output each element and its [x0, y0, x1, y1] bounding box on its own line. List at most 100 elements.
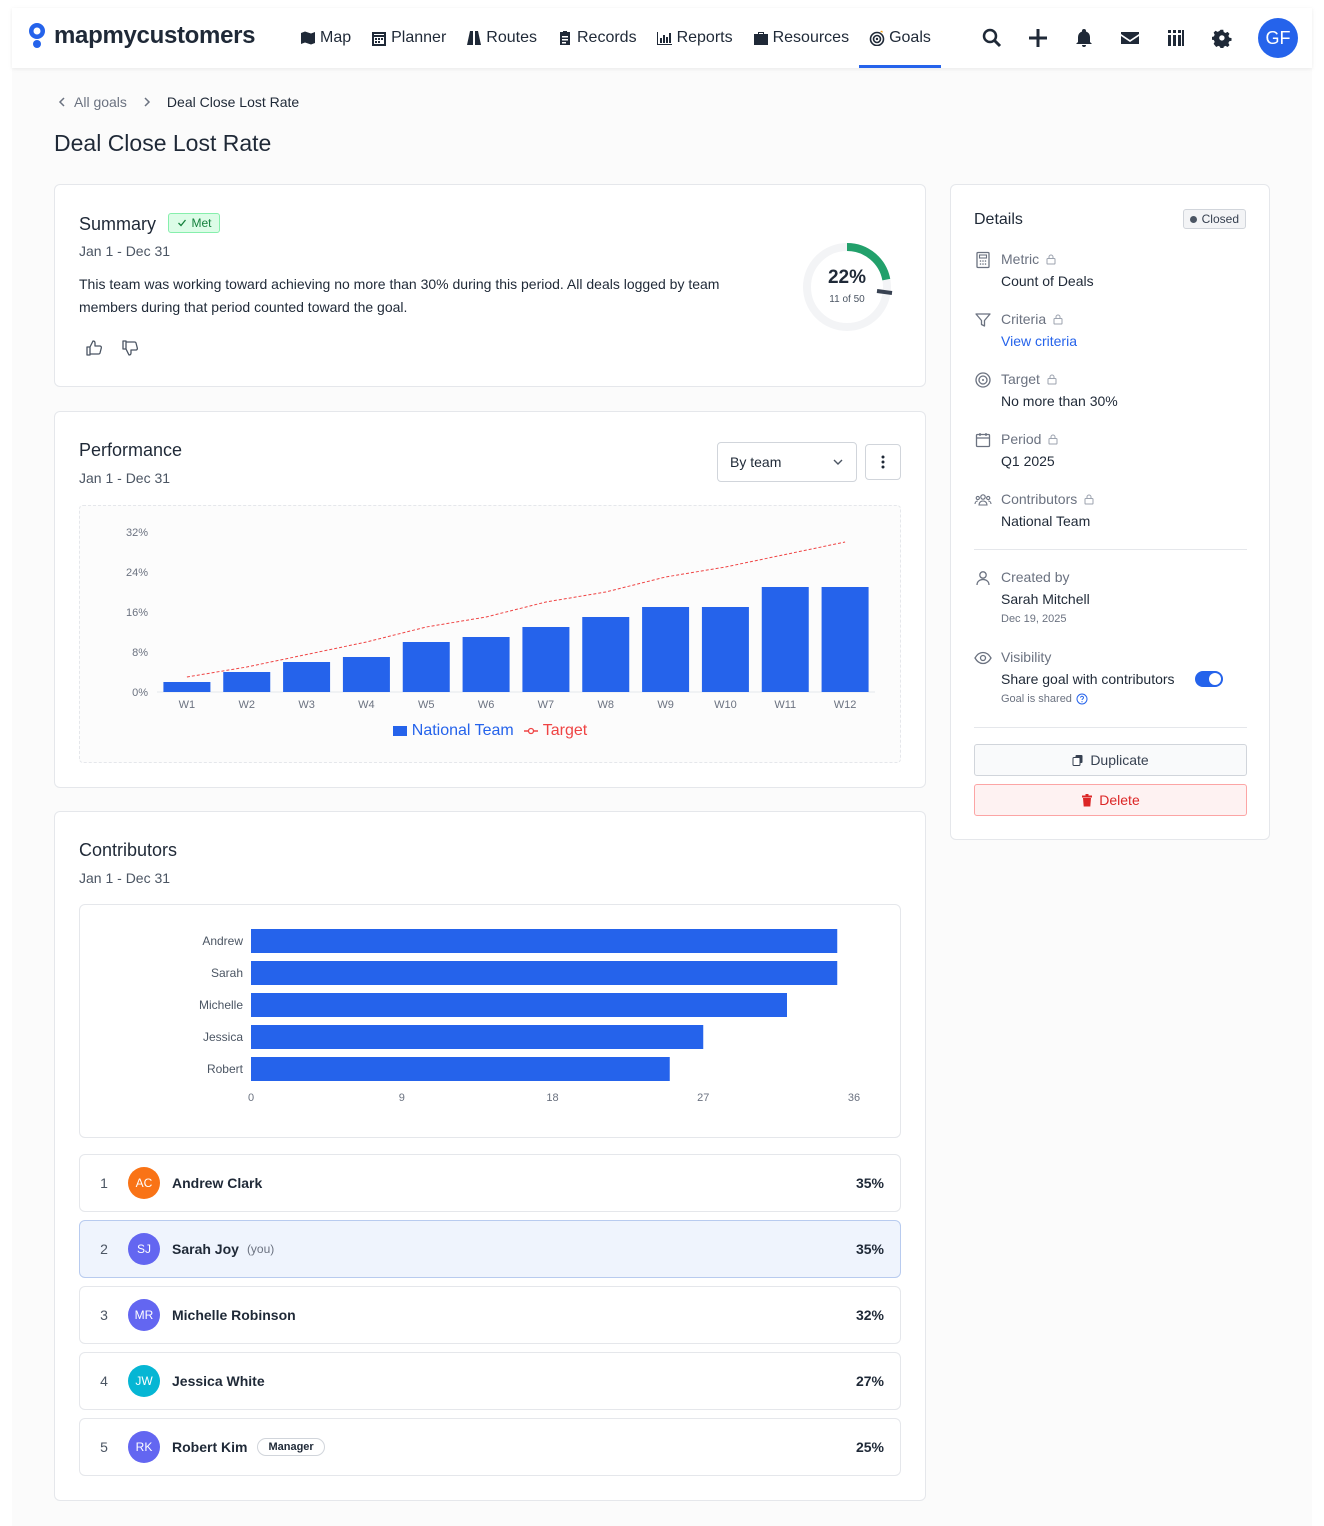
created-date: Dec 19, 2025 [1001, 613, 1067, 625]
contributor-bar-andrew[interactable] [251, 929, 838, 953]
group-by-value: By team [730, 454, 782, 470]
legend-national-team[interactable]: National Team [392, 722, 514, 740]
created-by-label: Created by [1001, 569, 1070, 585]
bar-W9[interactable] [642, 607, 690, 692]
contributor-name: Robert Kim [172, 1439, 248, 1455]
target-icon [869, 30, 885, 46]
bar-W7[interactable] [522, 627, 570, 692]
duplicate-label: Duplicate [1090, 752, 1149, 768]
nav-routes[interactable]: Routes [456, 8, 547, 68]
bar-W1[interactable] [163, 682, 211, 692]
bar-W2[interactable] [223, 672, 271, 692]
bar-W12[interactable] [821, 587, 869, 692]
nav-goals-label: Goals [889, 29, 931, 46]
detail-metric-value: Count of Deals [1001, 273, 1094, 289]
contributor-percent: 35% [855, 1175, 884, 1191]
help-icon[interactable] [1076, 693, 1088, 705]
y-tick-label: 8% [132, 647, 148, 659]
gear-icon[interactable] [1212, 28, 1232, 48]
nav-planner-label: Planner [391, 29, 447, 46]
nav-map-label: Map [320, 29, 352, 46]
bar-W6[interactable] [462, 637, 510, 692]
x-tick-label: W6 [478, 699, 495, 711]
contributor-row-1[interactable]: 1 AC Andrew Clark 35% [79, 1154, 901, 1212]
bar-W5[interactable] [402, 642, 450, 692]
detail-target-value: No more than 30% [1001, 393, 1118, 409]
contributor-name: Sarah Joy [172, 1241, 239, 1257]
x-tick-label: W12 [834, 699, 857, 711]
bar-W4[interactable] [342, 657, 390, 692]
thumbs-down-icon[interactable] [121, 339, 139, 357]
detail-contributors-label: Contributors [1001, 491, 1095, 507]
bar-W11[interactable] [761, 587, 809, 692]
contributor-bar-jessica[interactable] [251, 1025, 704, 1049]
search-icon[interactable] [982, 28, 1002, 48]
x-tick-label: W8 [598, 699, 615, 711]
check-icon [178, 219, 187, 227]
contributor-avatar: RK [128, 1431, 160, 1463]
x-tick-label: W5 [418, 699, 435, 711]
contributor-percent: 35% [855, 1241, 884, 1257]
page-title: Deal Close Lost Rate [54, 130, 272, 156]
contributor-bar-sarah[interactable] [251, 961, 838, 985]
nav-reports[interactable]: Reports [647, 8, 743, 68]
breadcrumb-all-goals[interactable]: All goals [74, 94, 127, 110]
plus-icon[interactable] [1028, 28, 1048, 48]
nav-planner[interactable]: Planner [361, 8, 456, 68]
contributor-avatar: JW [128, 1365, 160, 1397]
brand-name: mapmycustomers [54, 22, 256, 49]
bar-W8[interactable] [582, 617, 630, 692]
bell-icon[interactable] [1074, 28, 1094, 48]
nav-map[interactable]: Map [290, 8, 361, 68]
delete-button[interactable]: Delete [974, 784, 1247, 816]
chevron-right-icon [144, 97, 150, 107]
contributor-row-5[interactable]: 5 RK Robert Kim Manager 25% [79, 1418, 901, 1476]
detail-period-label: Period [1001, 431, 1059, 447]
grid-icon[interactable] [1166, 28, 1186, 48]
contributor-avatar: AC [128, 1167, 160, 1199]
legend-target[interactable]: Target [523, 722, 587, 740]
share-goal-toggle[interactable] [1195, 671, 1223, 687]
contributor-rank: 5 [100, 1439, 108, 1455]
y-tick-label: Michelle [199, 998, 243, 1012]
calendar-icon [372, 32, 387, 46]
y-tick-label: Robert [207, 1062, 244, 1076]
detail-target-label: Target [1001, 371, 1058, 387]
view-criteria-link[interactable]: View criteria [1001, 333, 1077, 349]
bar-W3[interactable] [283, 662, 331, 692]
group-by-select[interactable]: By team [717, 442, 857, 482]
legend-line-swatch [523, 727, 538, 735]
brand-logo[interactable]: mapmycustomers [26, 22, 256, 50]
nav-goals[interactable]: Goals [859, 8, 941, 68]
duplicate-button[interactable]: Duplicate [974, 744, 1247, 776]
summary-description: This team was working toward achieving n… [79, 276, 720, 315]
contributor-bar-robert[interactable] [251, 1057, 670, 1081]
x-tick-label: W4 [358, 699, 375, 711]
contributor-row-4[interactable]: 4 JW Jessica White 27% [79, 1352, 901, 1410]
y-tick-label: 16% [126, 607, 148, 619]
summary-title: Summary [79, 214, 157, 234]
top-navigation: mapmycustomers Map Planner Routes Record… [12, 8, 1312, 68]
contributor-row-3[interactable]: 3 MR Michelle Robinson 32% [79, 1286, 901, 1344]
thumbs-up-icon[interactable] [85, 339, 103, 357]
contributor-row-2[interactable]: 2 SJ Sarah Joy (you) 35% [79, 1220, 901, 1278]
contributors-chart: Andrew Sarah Michelle Jessica Robert 0 9 18 27 36 [79, 904, 901, 1138]
x-tick-label: W9 [657, 699, 674, 711]
nav-records[interactable]: Records [547, 8, 647, 68]
y-tick-label: 32% [126, 527, 148, 539]
status-dot [1189, 215, 1197, 223]
user-avatar[interactable]: GF [1258, 18, 1298, 58]
contributor-avatar: SJ [128, 1233, 160, 1265]
calculator-icon [976, 251, 990, 269]
bar-W10[interactable] [701, 607, 749, 692]
details-card: Details Closed Metric Count of Deals Cri… [950, 184, 1270, 840]
contributor-bar-michelle[interactable] [251, 993, 787, 1017]
visibility-label: Visibility [1001, 649, 1052, 665]
details-title: Details [974, 211, 1023, 228]
nav-reports-label: Reports [676, 29, 733, 46]
more-options-button[interactable] [865, 444, 901, 480]
x-tick-label: 18 [546, 1092, 558, 1104]
envelope-icon[interactable] [1120, 28, 1140, 48]
status-badge: Met [168, 213, 221, 233]
nav-resources[interactable]: Resources [743, 8, 859, 68]
